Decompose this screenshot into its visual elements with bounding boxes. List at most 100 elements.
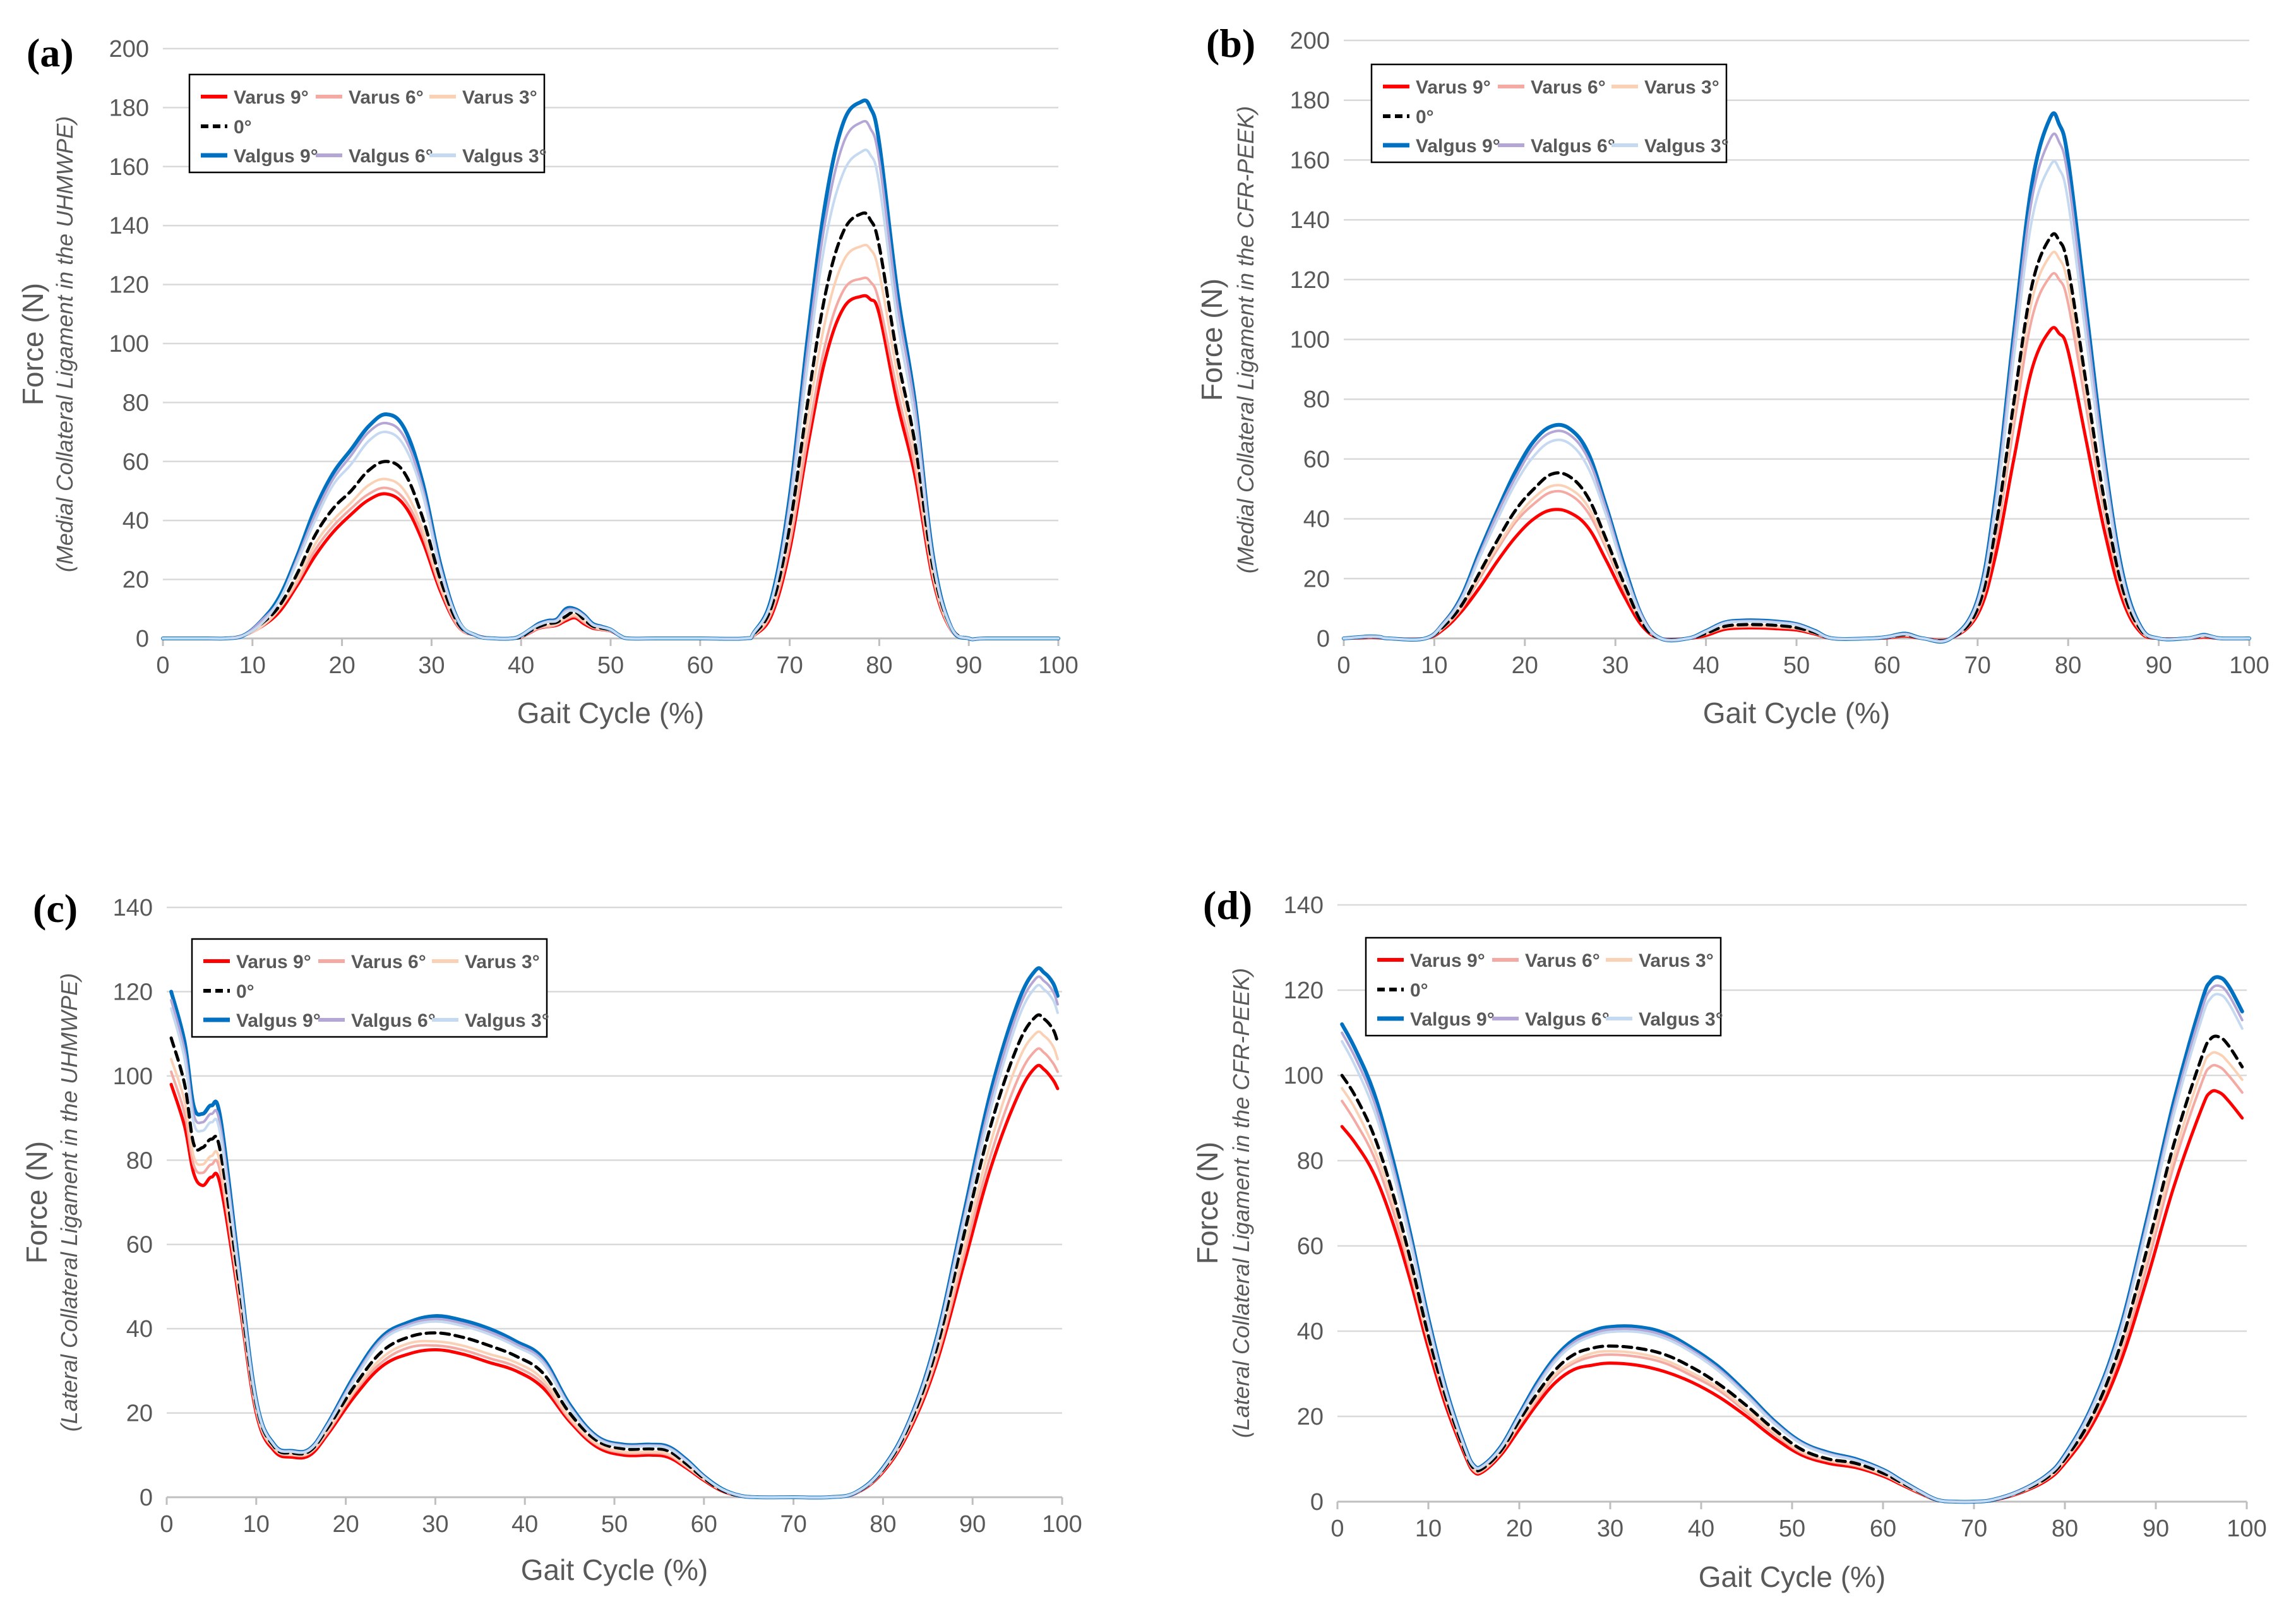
- chart-d: 0 20 40 60 80 100 120 140 0 10 20 30 40 50 60 70 80 90 100…: [1191, 883, 2267, 1593]
- y-axis-sublabel: (Lateral Collateral Ligament in the UHMW…: [56, 973, 82, 1432]
- legend-label-varus3: Varus 3°: [465, 952, 540, 972]
- y-tick-label: 180: [109, 95, 149, 121]
- legend-label-varus3: Varus 3°: [462, 87, 537, 108]
- legend-label-varus9: Varus 9°: [1416, 77, 1491, 98]
- x-tick-label: 30: [1602, 652, 1629, 679]
- legend-label-varus6: Varus 6°: [349, 87, 424, 108]
- x-tick-label: 60: [691, 1511, 717, 1538]
- x-tick-label: 90: [2143, 1516, 2169, 1542]
- x-tick-label: 90: [2145, 652, 2172, 679]
- series-line-3: [169, 1013, 1060, 1500]
- legend-label-varus9: Varus 9°: [234, 87, 309, 108]
- chart-c: 0 20 40 60 80 100 120 140 0 10 20 30 40 50 60 70 80 90 100…: [20, 886, 1082, 1586]
- y-tick-label: 140: [113, 895, 153, 921]
- x-tick-label: 100: [2229, 652, 2269, 679]
- panel-label: (d): [1203, 883, 1252, 928]
- legend-label-valgus9: Valgus 9°: [1410, 1009, 1495, 1030]
- panel-label: (a): [27, 30, 74, 75]
- x-tick-label: 50: [597, 652, 624, 679]
- y-tick-label: 80: [126, 1147, 153, 1174]
- y-tick-label: 20: [1297, 1404, 1324, 1430]
- y-tick-label: 100: [113, 1063, 153, 1090]
- y-tick-label: 0: [140, 1485, 153, 1511]
- y-tick-label: 60: [126, 1232, 153, 1259]
- series-line-6: [1342, 160, 2251, 643]
- y-axis-label: Force (N): [1195, 278, 1228, 401]
- series-line-4: [1340, 975, 2244, 1504]
- x-tick-label: 70: [776, 652, 803, 679]
- chart-a: 0 20 40 60 80 100 120 140 160 180 200 0 10 20 30 40 50 60…: [16, 30, 1079, 729]
- y-tick-label: 180: [1290, 88, 1330, 114]
- y-tick-label: 120: [1290, 267, 1330, 294]
- y-tick-label: 60: [123, 449, 149, 476]
- series-line-3: [1340, 1034, 2244, 1504]
- y-tick-label: 140: [109, 213, 149, 239]
- y-tick-label: 80: [123, 390, 149, 416]
- x-tick-label: 10: [239, 652, 266, 679]
- legend: Varus 9° Varus 6° Varus 3° 0° Valgus 9° Valgu…: [1365, 936, 1723, 1037]
- legend-box: [1370, 63, 1728, 164]
- series-line-0: [1342, 326, 2251, 642]
- legend-label-zero: 0°: [234, 117, 252, 138]
- series-line-0: [169, 1063, 1060, 1500]
- legend-label-valgus3: Valgus 3°: [1644, 136, 1729, 157]
- y-tick-label: 0: [1310, 1489, 1324, 1516]
- legend-label-varus9: Varus 9°: [1410, 950, 1485, 971]
- y-tick-label: 160: [109, 154, 149, 181]
- y-axis-sublabel: (Medial Collateral Ligament in the CFR-P…: [1233, 106, 1259, 573]
- y-tick-label: 60: [1297, 1233, 1324, 1260]
- legend-label-valgus6: Valgus 6°: [1525, 1009, 1610, 1030]
- x-tick-label: 40: [1688, 1516, 1714, 1542]
- y-tick-label: 40: [126, 1316, 153, 1343]
- series-line-3: [161, 211, 1060, 641]
- x-tick-label: 100: [2227, 1516, 2266, 1542]
- legend-label-valgus9: Valgus 9°: [234, 146, 318, 167]
- y-tick-label: 0: [136, 626, 149, 652]
- x-tick-label: 60: [1874, 652, 1900, 679]
- y-tick-label: 160: [1290, 147, 1330, 174]
- legend: Varus 9° Varus 6° Varus 3° 0° Valgus 9° Valgu…: [191, 938, 549, 1038]
- y-tick-label: 20: [1303, 566, 1330, 592]
- y-tick-label: 20: [123, 567, 149, 594]
- y-tick-label: 40: [1297, 1319, 1324, 1345]
- legend-label-zero: 0°: [236, 981, 254, 1002]
- y-axis-label: Force (N): [16, 283, 49, 405]
- series-line-5: [170, 975, 1059, 1499]
- x-tick-label: 0: [156, 652, 169, 679]
- y-tick-label: 0: [1317, 626, 1330, 652]
- x-tick-label: 80: [866, 652, 892, 679]
- y-tick-label: 120: [113, 979, 153, 1005]
- x-tick-label: 20: [1512, 652, 1538, 679]
- y-tick-label: 100: [109, 331, 149, 357]
- legend-label-valgus6: Valgus 6°: [349, 146, 433, 167]
- y-tick-label: 120: [109, 272, 149, 299]
- y-tick-label: 40: [1303, 506, 1330, 533]
- legend-label-zero: 0°: [1410, 980, 1428, 1001]
- legend-label-valgus6: Valgus 6°: [1531, 136, 1615, 157]
- panel-label: (c): [33, 886, 78, 931]
- series-line-4: [169, 966, 1060, 1500]
- x-tick-label: 30: [1597, 1516, 1623, 1542]
- x-tick-label: 50: [601, 1511, 628, 1538]
- y-axis-sublabel: (Medial Collateral Ligament in the UHMWP…: [52, 116, 78, 572]
- y-axis-label: Force (N): [1191, 1142, 1224, 1264]
- panel-label: (b): [1206, 21, 1255, 66]
- x-tick-label: 20: [332, 1511, 359, 1538]
- x-tick-label: 80: [870, 1511, 896, 1538]
- series-line-0: [1340, 1089, 2244, 1504]
- y-axis-sublabel: (Lateral Collateral Ligament in the CFR-…: [1228, 968, 1254, 1438]
- x-axis-label: Gait Cycle (%): [517, 697, 704, 729]
- legend-box: [1365, 936, 1722, 1037]
- y-tick-label: 200: [109, 36, 149, 63]
- x-tick-label: 70: [780, 1511, 806, 1538]
- legend-label-zero: 0°: [1416, 107, 1434, 128]
- y-tick-label: 140: [1290, 207, 1330, 234]
- x-tick-label: 30: [422, 1511, 448, 1538]
- legend-label-varus6: Varus 6°: [351, 952, 426, 972]
- x-tick-label: 30: [418, 652, 445, 679]
- legend-label-valgus3: Valgus 3°: [1639, 1009, 1723, 1030]
- x-tick-label: 0: [160, 1511, 173, 1538]
- x-axis-label: Gait Cycle (%): [1703, 697, 1890, 729]
- x-tick-label: 90: [955, 652, 982, 679]
- series-line-6: [1341, 993, 2244, 1504]
